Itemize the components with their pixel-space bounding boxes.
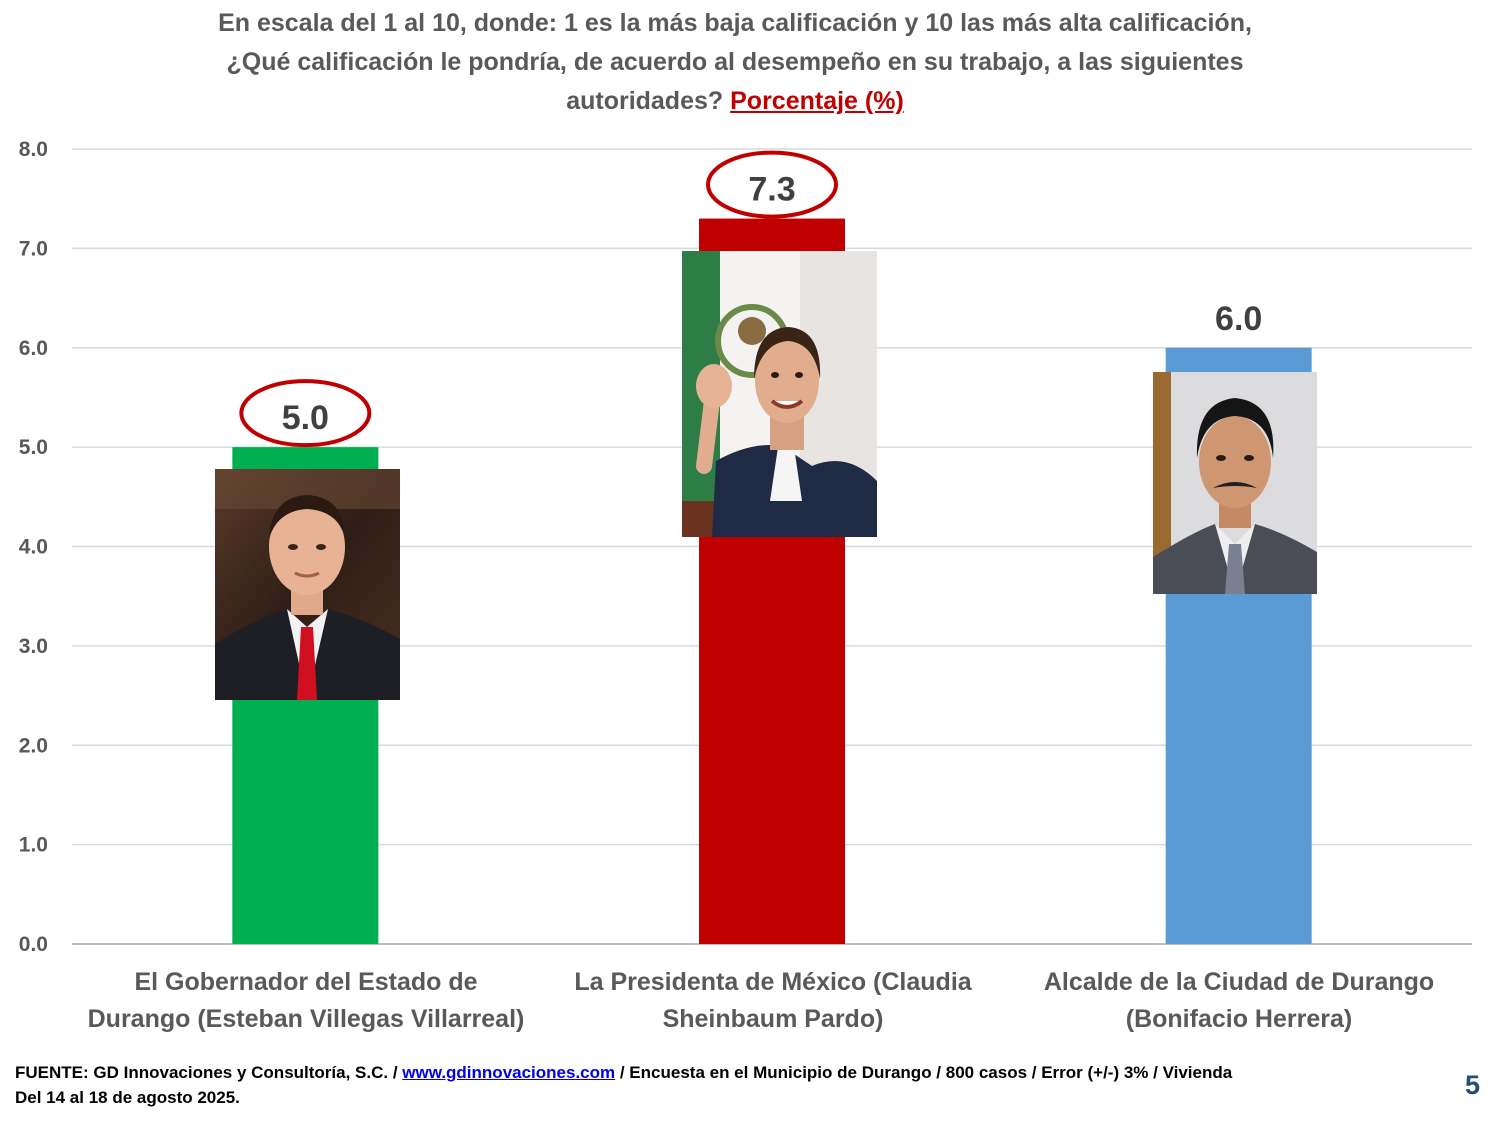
y-tick-label-2: 2.0 (19, 734, 48, 757)
title-line-3-text: autoridades? (566, 87, 724, 115)
title-line-1: En escala del 1 al 10, donde: 1 es la má… (218, 9, 1252, 37)
source-suffix: / Encuesta en el Municipio de Durango / … (615, 1063, 1233, 1082)
y-tick-label-7: 7.0 (19, 237, 48, 260)
source-dates: Del 14 al 18 de agosto 2025. (15, 1088, 240, 1107)
data-label-circle-1 (706, 150, 838, 219)
photo-governor (215, 469, 400, 700)
photo-mayor (1153, 372, 1317, 594)
category-label-2-line-2: (Bonifacio Herrera) (1125, 1005, 1353, 1033)
portrait-man-dark-suit-red-tie-icon (215, 469, 400, 700)
category-label-2: Alcalde de la Ciudad de Durango (Bonifac… (989, 964, 1489, 1038)
data-labels: 5.0 7.3 6.0 (239, 150, 1262, 448)
data-label-0: 5.0 (282, 399, 329, 437)
data-label-2: 6.0 (1215, 300, 1262, 338)
data-label-1: 7.3 (748, 171, 795, 209)
title-line-3: autoridades? Porcentaje (%) (100, 82, 1370, 121)
page-number: 5 (1464, 1070, 1480, 1100)
category-label-1-line-1: La Presidenta de México (Claudia (574, 968, 972, 996)
source-line: FUENTE: GD Innovaciones y Consultoría, S… (15, 1060, 1335, 1085)
y-tick-label-8: 8.0 (19, 138, 48, 161)
source-note: FUENTE: GD Innovaciones y Consultoría, S… (15, 1060, 1335, 1110)
category-label-0-line-2: Durango (Esteban Villegas Villarreal) (87, 1005, 525, 1033)
y-tick-label-6: 6.0 (19, 337, 48, 360)
category-label-0: El Gobernador del Estado de Durango (Est… (56, 964, 556, 1038)
title-highlight: Porcentaje (%) (730, 87, 904, 115)
portrait-man-mustache-grey-suit-icon (1153, 372, 1317, 594)
photo-president (682, 251, 877, 537)
chart-title: En escala del 1 al 10, donde: 1 es la má… (100, 4, 1370, 121)
y-tick-label-4: 4.0 (19, 536, 48, 559)
y-tick-label-1: 1.0 (19, 834, 48, 857)
y-tick-label-5: 5.0 (19, 436, 48, 459)
data-label-circle-0 (239, 379, 372, 448)
portrait-woman-waving-mexican-flag-icon (682, 251, 877, 537)
category-label-1: La Presidenta de México (Claudia Sheinba… (523, 964, 1023, 1038)
category-label-0-line-1: El Gobernador del Estado de (134, 968, 478, 996)
category-label-2-line-1: Alcalde de la Ciudad de Durango (1043, 968, 1435, 996)
source-prefix: FUENTE: GD Innovaciones y Consultoría, S… (15, 1063, 403, 1082)
y-tick-label-3: 3.0 (19, 635, 48, 658)
title-line-2: ¿Qué calificación le pondría, de acuerdo… (226, 48, 1244, 76)
category-label-1-line-2: Sheinbaum Pardo) (662, 1005, 884, 1033)
y-tick-label-0: 0.0 (19, 933, 48, 956)
source-link[interactable]: www.gdinnovaciones.com (402, 1063, 616, 1082)
